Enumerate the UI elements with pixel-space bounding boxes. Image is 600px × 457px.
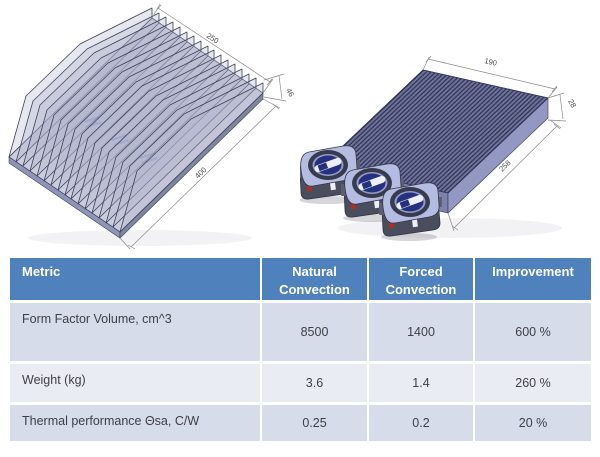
table-row: Thermal performance Θsa, C/W 0.25 0.2 20…	[10, 405, 591, 441]
improvement-value: 260 %	[475, 364, 591, 402]
table-row: Weight (kg) 3.6 1.4 260 %	[10, 364, 591, 402]
heatsink-base	[8, 17, 264, 239]
cooling-fan	[300, 145, 360, 204]
header-improvement: Improvement	[475, 258, 591, 300]
metric-label: Form Factor Volume, cm^3	[10, 303, 260, 361]
header-natural-convection: Natural Convection	[262, 258, 367, 300]
cooling-fan	[379, 182, 442, 241]
forced-convection-heatsink-figure: 190 28 258	[300, 55, 578, 241]
natural-value: 3.6	[262, 364, 367, 402]
fin-array	[8, 7, 264, 233]
forced-value: 1.4	[369, 364, 473, 402]
forced-value: 1400	[369, 303, 473, 361]
dim-label-length: 400	[193, 165, 208, 180]
dim-label-height: 46	[284, 87, 296, 99]
dim-label-width: 190	[484, 56, 498, 68]
metric-label: Weight (kg)	[10, 364, 260, 402]
natural-value: 8500	[262, 303, 367, 361]
table-row: Form Factor Volume, cm^3 8500 1400 600 %	[10, 303, 591, 361]
natural-value: 0.25	[262, 405, 367, 441]
metric-label: Thermal performance Θsa, C/W	[10, 405, 260, 441]
header-forced-convection: Forced Convection	[369, 258, 473, 300]
forced-value: 0.2	[369, 405, 473, 441]
improvement-value: 20 %	[475, 405, 591, 441]
dim-label-width: 250	[205, 31, 220, 45]
natural-convection-heatsink-figure: 250 46 400	[8, 3, 296, 250]
improvement-value: 600 %	[475, 303, 591, 361]
dim-label-height: 28	[566, 98, 578, 110]
header-metric: Metric	[10, 258, 260, 300]
comparison-table: Metric Natural Convection Forced Convect…	[10, 258, 591, 444]
dimension-annotations: 190 28 258	[422, 55, 578, 232]
table-header-row: Metric Natural Convection Forced Convect…	[10, 258, 591, 300]
fan-array	[300, 145, 442, 241]
